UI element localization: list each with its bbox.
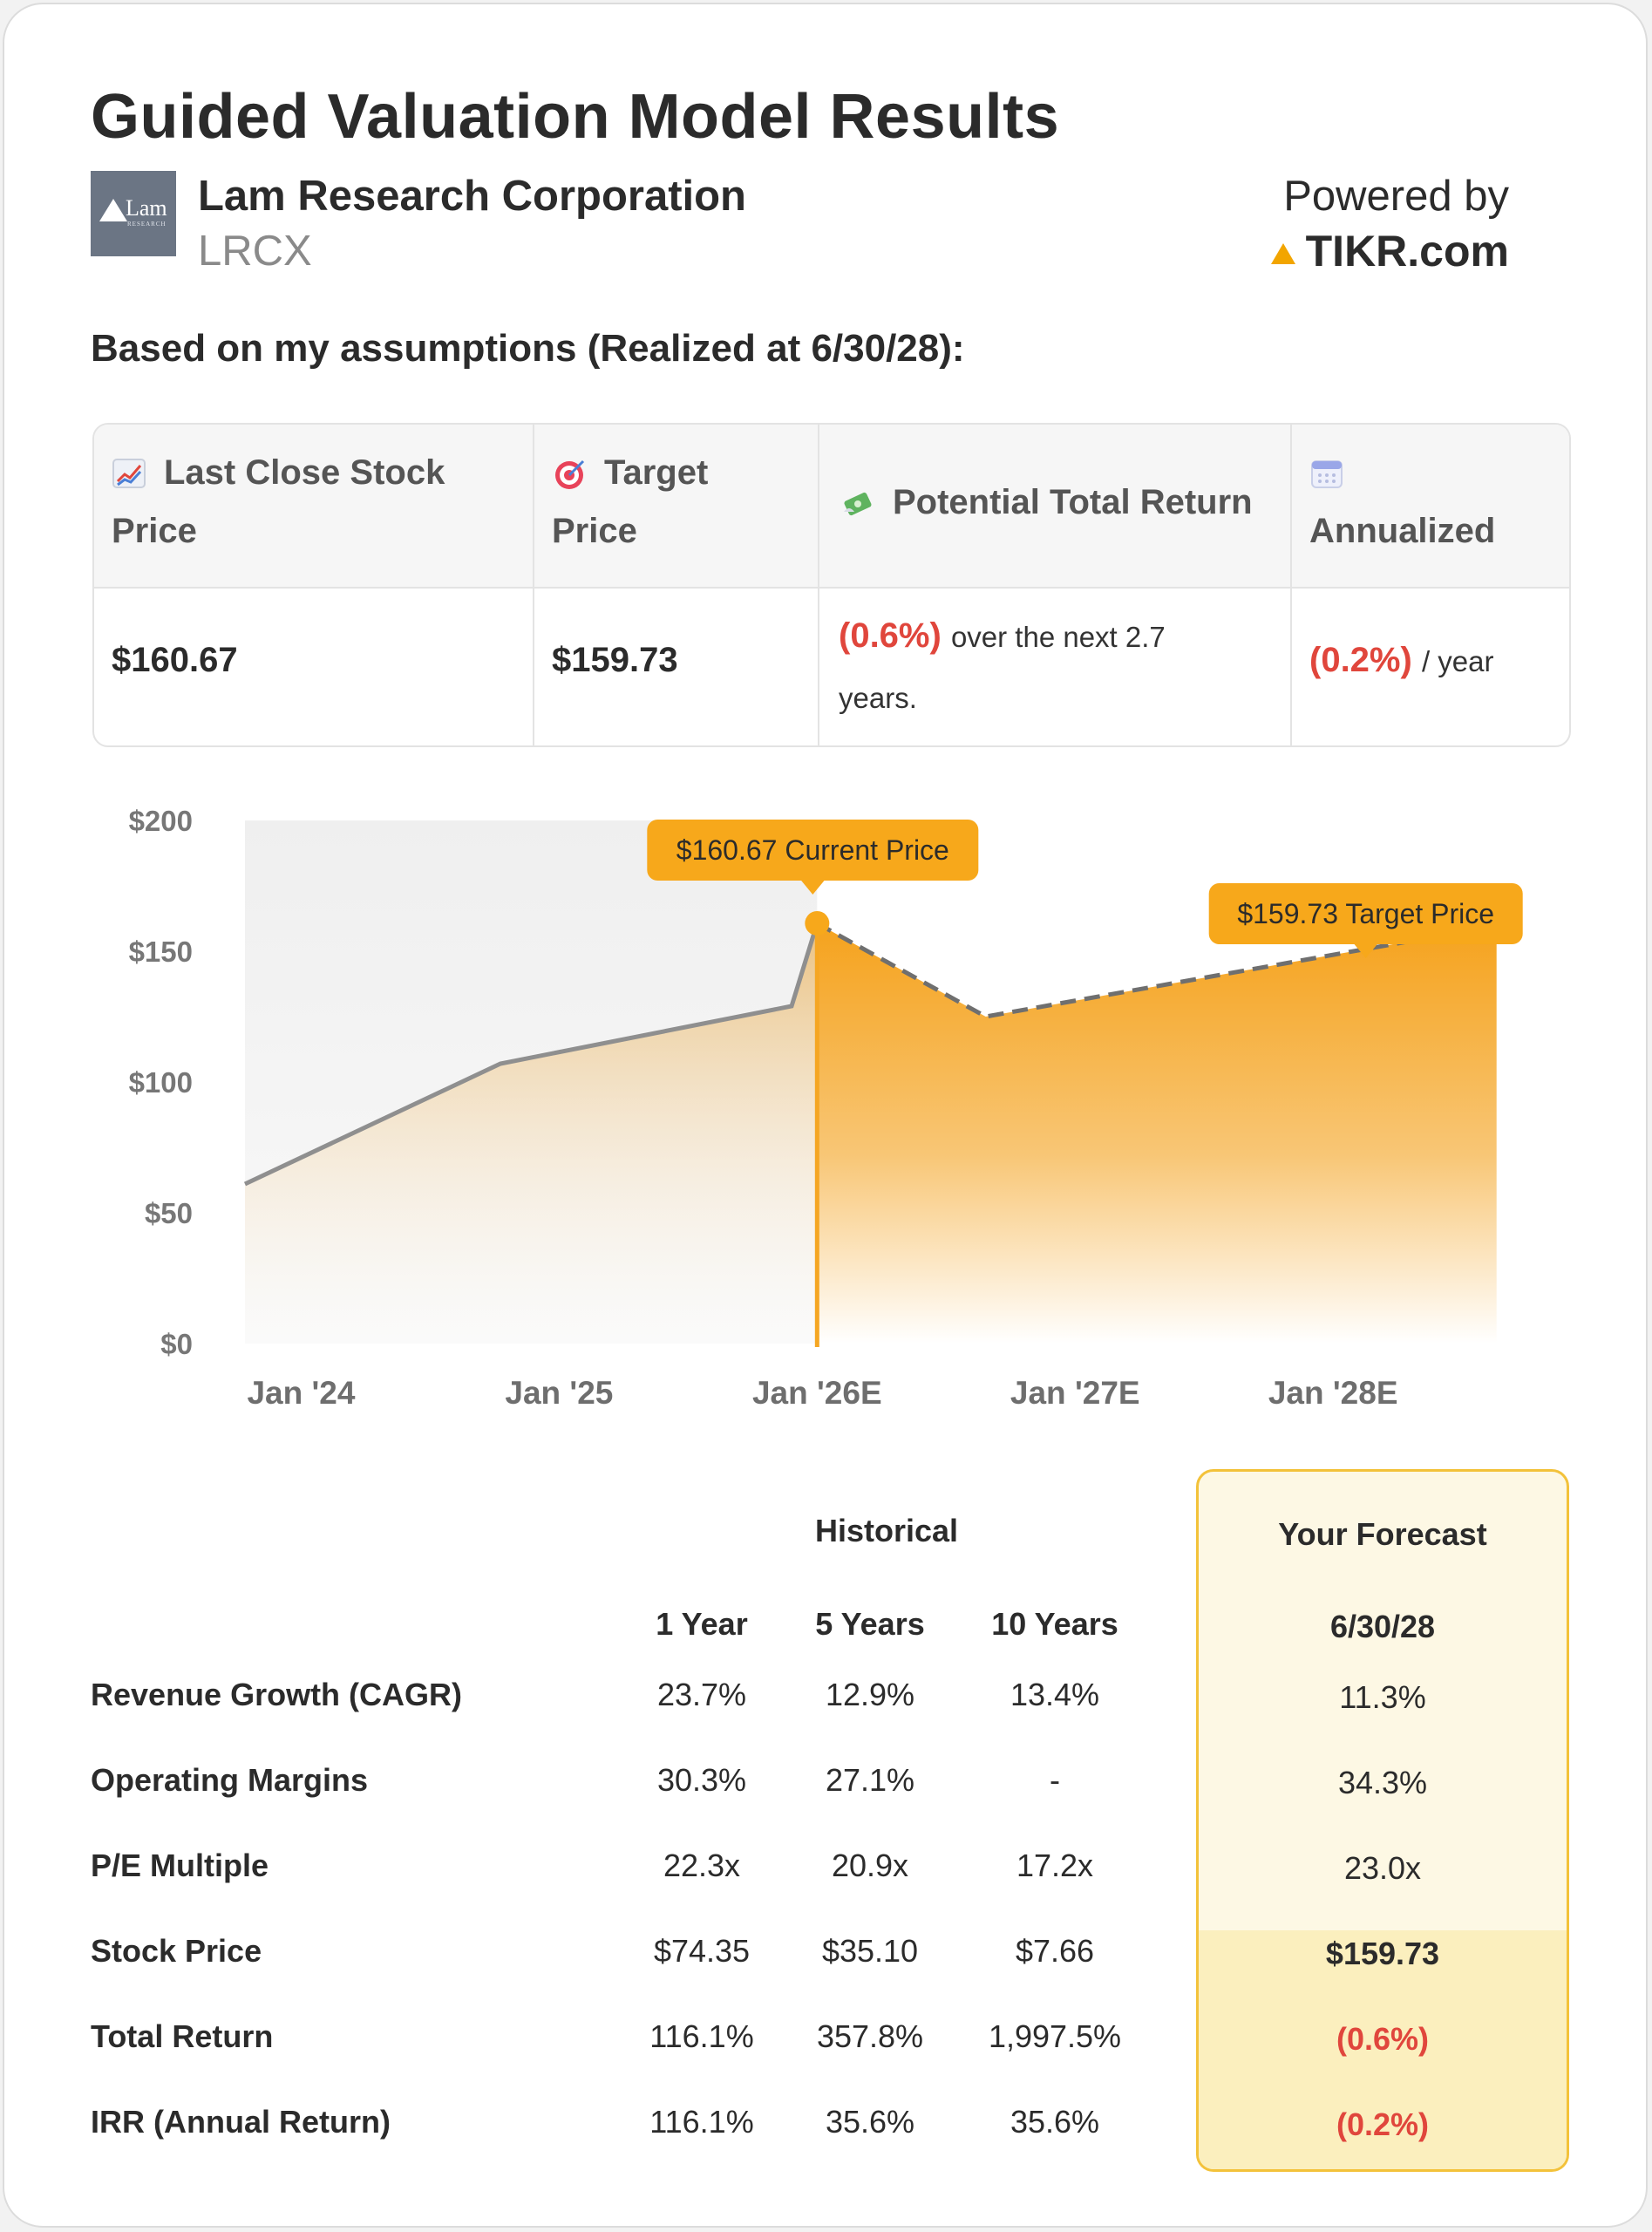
results-card: Guided Valuation Model Results Lam RESEA… <box>3 3 1648 2228</box>
col-header-forecast-date: 6/30/28 <box>1329 1609 1436 1644</box>
logo-subtext: RESEARCH <box>127 221 167 228</box>
forecast-column-box <box>1196 1469 1569 2172</box>
summary-col-target: Target Price $159.73 <box>534 425 819 745</box>
calendar-icon <box>1311 460 1343 488</box>
metric-cell: 116.1% <box>649 2018 754 2054</box>
x-tick-label: Jan '26E <box>752 1375 882 1411</box>
metric-cell: 13.4% <box>1010 1677 1100 1712</box>
company-name: Lam Research Corporation <box>198 173 746 220</box>
tikr-brand-link[interactable]: TIKR.com <box>1270 226 1509 276</box>
metric-cell: 12.9% <box>825 1677 915 1712</box>
metric-cell: 22.3x <box>663 1848 741 1883</box>
annualized-value: (0.2%) / year <box>1309 641 1493 680</box>
metric-cell: 17.2x <box>1016 1848 1094 1883</box>
current-price-tooltip-text: $160.67 Current Price <box>676 834 949 866</box>
metric-cell: 116.1% <box>649 2104 754 2140</box>
forecast-series-line <box>816 921 1498 1019</box>
target-icon <box>555 459 585 489</box>
logo-text: Lam <box>126 195 167 221</box>
total-return-value: (0.6%) over the next 2.7 years. <box>839 606 1275 728</box>
target-price-tooltip-pointer <box>1353 943 1378 958</box>
metric-cell: 27.1% <box>825 1762 915 1798</box>
price-chart: $0 $50 $100 $150 $200 Jan '24 Jan '25 Jan '26E J… <box>129 805 1523 1411</box>
annualized-suffix: / year <box>1421 645 1494 677</box>
forecast-cell: 23.0x <box>1343 1850 1422 1886</box>
metric-cell: 23.7% <box>656 1677 747 1712</box>
x-tick-label: Jan '24 <box>247 1375 355 1411</box>
col-header-5-years: 5 Years <box>815 1606 925 1642</box>
money-wings-icon <box>844 492 872 516</box>
annualized-percent: (0.2%) <box>1309 641 1412 679</box>
powered-by-label: Powered by <box>1283 173 1509 220</box>
summary-header-annualized: Annualized <box>1309 444 1495 561</box>
total-return-suffix-2: years. <box>839 682 917 714</box>
target-price-tooltip-bg <box>1208 883 1523 944</box>
summary-header-total-return: Potential Total Return <box>840 473 1253 532</box>
col-header-1-year: 1 Year <box>656 1606 748 1642</box>
summary-header-row <box>94 425 1569 589</box>
metric-cell: - <box>1050 1762 1060 1798</box>
current-price-tooltip-bg <box>647 820 979 881</box>
target-price-tooltip-text: $159.73 Target Price <box>1237 898 1494 929</box>
metric-cell: 35.6% <box>825 2104 915 2140</box>
x-tick-label: Jan '28E <box>1268 1375 1398 1411</box>
y-tick-label: $50 <box>145 1197 193 1229</box>
forecast-cell: 11.3% <box>1339 1679 1426 1715</box>
lam-logo-icon <box>99 199 127 221</box>
metric-cell: 30.3% <box>656 1762 747 1798</box>
metric-row-label: Operating Margins <box>91 1762 369 1798</box>
y-tick-label: $200 <box>129 805 193 837</box>
company-logo: Lam RESEARCH <box>91 171 176 256</box>
summary-header-target: Target Price <box>552 453 709 550</box>
metric-row-label: P/E Multiple <box>91 1848 269 1883</box>
forecast-cell: (0.6%) <box>1336 2021 1430 2057</box>
y-tick-label: $0 <box>160 1328 193 1360</box>
total-return-suffix: over the next 2.7 <box>950 621 1166 653</box>
current-price-point <box>805 910 830 936</box>
x-tick-label: Jan '25 <box>505 1375 613 1411</box>
metric-cell: 1,997.5% <box>988 2018 1122 2054</box>
ticker-symbol: LRCX <box>198 228 312 275</box>
current-price-tooltip-pointer <box>800 880 826 895</box>
assumptions-subtitle: Based on my assumptions (Realized at 6/3… <box>91 327 965 370</box>
forecast-cell: 34.3% <box>1337 1765 1428 1800</box>
metrics-table: Historical Your Forecast 1 Year 5 Years … <box>4 1452 1646 2201</box>
summary-col-total-return: Potential Total Return (0.6%) over the n… <box>819 425 1292 745</box>
metric-row-label: Stock Price <box>91 1933 262 1969</box>
summary-header-last-close: Last Close Stock Price <box>112 453 445 550</box>
metric-row-label: IRR (Annual Return) <box>91 2104 391 2140</box>
metric-row-label: Revenue Growth (CAGR) <box>91 1677 463 1712</box>
forecast-cell: $159.73 <box>1325 1936 1440 1971</box>
page-title: Guided Valuation Model Results <box>91 82 1060 152</box>
metric-cell: 357.8% <box>816 2018 924 2054</box>
forecast-area <box>817 922 1497 1344</box>
total-return-percent: (0.6%) <box>839 616 942 655</box>
tikr-brand-text: TIKR.com <box>1305 227 1509 276</box>
summary-table: Last Close Stock Price $160.67 Target Pric… <box>92 423 1571 747</box>
last-close-value: $160.67 <box>112 641 238 679</box>
tikr-logo-icon <box>1270 243 1295 264</box>
y-tick-label: $100 <box>129 1066 193 1099</box>
y-tick-label: $150 <box>129 936 193 968</box>
chart-plot-area: $0 $50 $100 $150 $200 Jan '24 Jan '25 Jan '26E J… <box>129 805 1523 1411</box>
metric-cell: $74.35 <box>653 1933 751 1969</box>
metric-cell: 20.9x <box>831 1848 909 1883</box>
historical-series-line <box>243 922 819 1187</box>
metric-cell: $35.10 <box>821 1933 919 1969</box>
metric-cell: 35.6% <box>1010 2104 1100 2140</box>
target-price-value: $159.73 <box>552 641 678 679</box>
forecast-highlight-rows <box>1199 1930 1567 2169</box>
historical-header: Historical <box>814 1513 959 1548</box>
forecast-header: Your Forecast <box>1278 1516 1487 1552</box>
metric-cell: $7.66 <box>1015 1933 1095 1969</box>
chart-increasing-icon <box>112 459 146 488</box>
summary-col-last-close: Last Close Stock Price $160.67 <box>94 425 534 745</box>
col-header-10-years: 10 Years <box>991 1606 1118 1642</box>
summary-col-annualized: Annualized (0.2%) / year <box>1292 425 1569 745</box>
metric-row-label: Total Return <box>91 2018 274 2054</box>
forecast-cell: (0.2%) <box>1336 2106 1430 2142</box>
historical-area <box>245 922 818 1344</box>
x-tick-label: Jan '27E <box>1010 1375 1140 1411</box>
